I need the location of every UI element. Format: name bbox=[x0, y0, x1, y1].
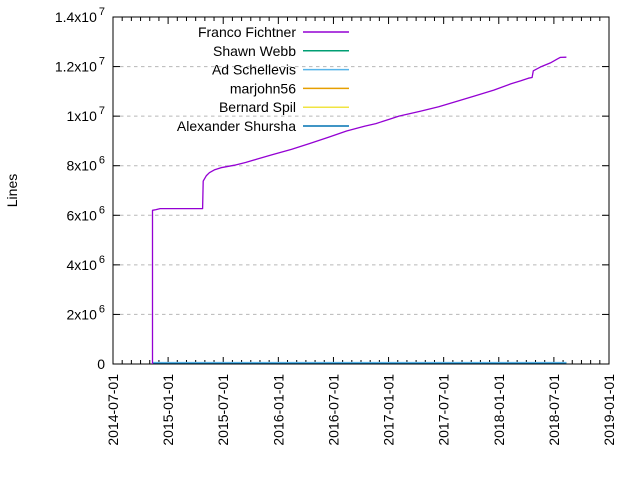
y-tick-label: 8x10 6 bbox=[67, 155, 105, 174]
y-tick-label: 0 bbox=[97, 356, 105, 372]
x-tick-label: 2019-01-01 bbox=[601, 374, 617, 446]
legend-label-alexander-shursha: Alexander Shursha bbox=[177, 118, 296, 134]
x-tick-label: 2018-07-01 bbox=[546, 374, 562, 446]
y-tick-label: 1.4x10 7 bbox=[55, 6, 105, 25]
legend-label-ad-schellevis: Ad Schellevis bbox=[212, 62, 296, 78]
x-tick-label: 2018-01-01 bbox=[491, 374, 507, 446]
x-tick-label: 2017-07-01 bbox=[436, 374, 452, 446]
legend-label-franco-fichtner: Franco Fichtner bbox=[198, 24, 296, 40]
legend-label-shawn-webb: Shawn Webb bbox=[213, 43, 296, 59]
series-line-franco-fichtner bbox=[151, 56, 567, 364]
y-tick-label: 6x10 6 bbox=[67, 204, 105, 223]
y-axis-title: Lines bbox=[4, 174, 20, 207]
x-tick-label: 2015-01-01 bbox=[160, 374, 176, 446]
legend-label-bernard-spil: Bernard Spil bbox=[219, 99, 296, 115]
y-tick-label: 1.2x10 7 bbox=[55, 56, 105, 75]
x-tick-label: 2016-07-01 bbox=[325, 374, 341, 446]
x-tick-label: 2015-07-01 bbox=[215, 374, 231, 446]
y-tick-label: 4x10 6 bbox=[67, 254, 105, 273]
legend-label-marjohn56: marjohn56 bbox=[230, 80, 296, 96]
y-tick-label: 1x10 7 bbox=[67, 105, 105, 124]
x-tick-label: 2016-01-01 bbox=[270, 374, 286, 446]
x-tick-label: 2017-01-01 bbox=[381, 374, 397, 446]
x-tick-label: 2014-07-01 bbox=[105, 374, 121, 446]
y-tick-label: 2x10 6 bbox=[67, 303, 105, 322]
